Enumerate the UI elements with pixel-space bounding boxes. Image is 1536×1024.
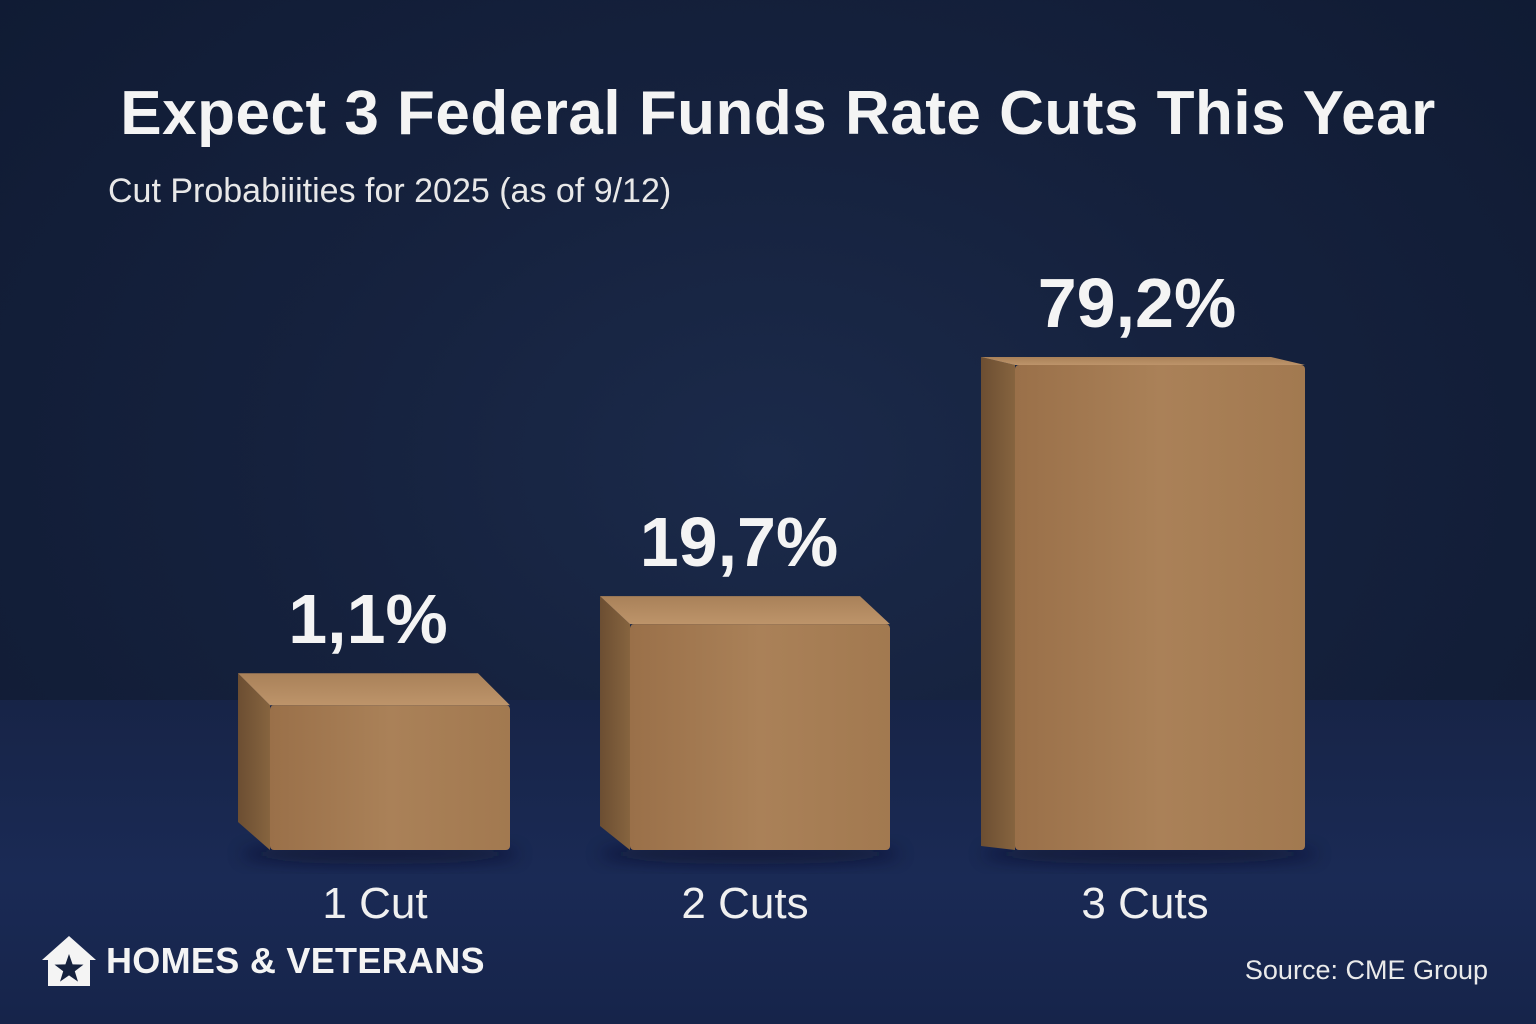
bar-front-face	[630, 624, 890, 850]
bar-side-face	[600, 596, 630, 850]
value-label-2-cuts: 19,7%	[640, 503, 838, 581]
source-note: Source: CME Group	[1244, 955, 1488, 985]
bar-front-face	[270, 705, 510, 850]
brand-name: HOMES & VETERANS	[106, 940, 485, 981]
category-label-3-cuts: 3 Cuts	[1081, 879, 1208, 928]
bar-2-cuts	[599, 596, 901, 864]
chart-title: Expect 3 Federal Funds Rate Cuts This Ye…	[120, 79, 1436, 148]
bar-side-face	[981, 357, 1015, 850]
bar-side-face	[238, 673, 270, 850]
bar-front-face	[1015, 365, 1305, 850]
bar-top-face	[981, 357, 1305, 365]
category-label-1-cut: 1 Cut	[322, 879, 427, 928]
house-star-icon	[42, 936, 96, 986]
category-label-2-cuts: 2 Cuts	[681, 879, 808, 928]
bar-top-face	[600, 596, 890, 625]
bar-top-face	[238, 673, 510, 706]
brand-logo: HOMES & VETERANS	[40, 934, 485, 988]
bar-1-cut	[238, 673, 520, 864]
value-label-3-cuts: 79,2%	[1038, 264, 1236, 342]
bar-3-cuts	[981, 357, 1319, 864]
value-label-1-cut: 1,1%	[288, 580, 448, 658]
chart-subtitle: Cut Probabiiities for 2025 (as of 9/12)	[108, 172, 672, 210]
